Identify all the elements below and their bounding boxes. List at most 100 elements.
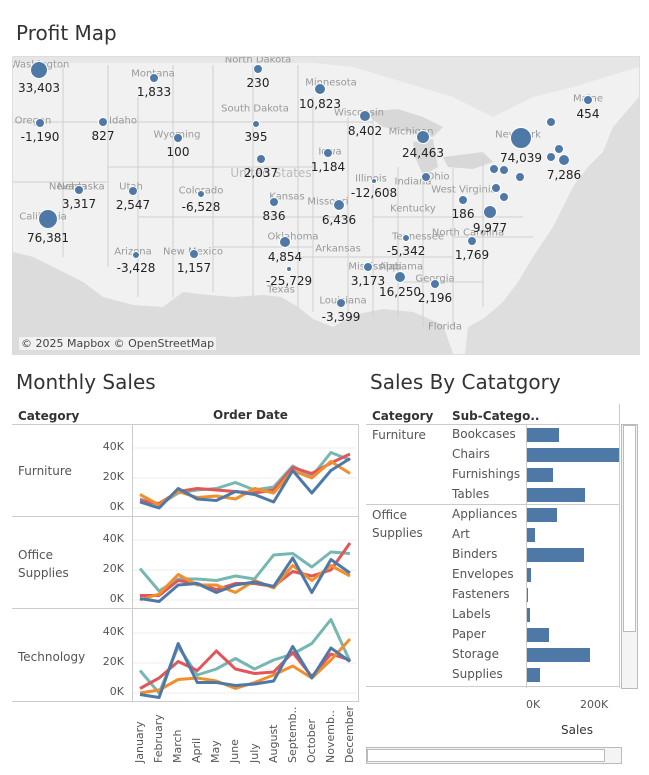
bycat-bar[interactable] (527, 608, 531, 622)
profit-pin[interactable] (359, 110, 371, 122)
profit-pin[interactable] (394, 271, 406, 283)
series-line[interactable] (139, 451, 351, 507)
profit-pin[interactable] (323, 148, 333, 158)
profit-pin[interactable] (546, 117, 556, 127)
bycat-bar[interactable] (527, 428, 560, 442)
bycat-category-label: Furniture (372, 428, 426, 442)
profit-pin[interactable] (421, 172, 431, 182)
bycat-bar[interactable] (527, 548, 585, 562)
y-tick-label: 40K (102, 532, 124, 545)
monthly-category-furniture: Furniture (18, 464, 72, 478)
bycat-bar[interactable] (527, 568, 532, 582)
bycat-bar[interactable] (527, 508, 557, 522)
bycat-bar[interactable] (527, 488, 586, 502)
series-line[interactable] (139, 649, 351, 690)
state-label: North Dakota (224, 56, 292, 66)
profit-pin[interactable] (173, 133, 183, 143)
month-label: Novemb.. (323, 710, 337, 763)
bycat-subcategory-label: Art (452, 527, 470, 541)
bycat-bar[interactable] (527, 468, 553, 482)
bycat-x-tick-0: 0K (526, 698, 541, 711)
profit-pin-label: 454 (576, 107, 600, 121)
profit-pin[interactable] (252, 120, 260, 128)
bycat-group-rule (366, 504, 620, 505)
series-line[interactable] (139, 457, 351, 510)
bycat-vertical-scroll-thumb[interactable] (623, 425, 636, 632)
profit-pin[interactable] (253, 64, 263, 74)
profit-pin-label: 76,381 (27, 231, 69, 245)
profit-pin[interactable] (132, 251, 140, 259)
series-line[interactable] (139, 642, 351, 699)
profit-pin[interactable] (558, 154, 570, 166)
series-line[interactable] (139, 452, 351, 505)
bycat-bar[interactable] (527, 648, 590, 662)
bycat-bar[interactable] (527, 528, 535, 542)
profit-pin[interactable] (279, 236, 291, 248)
bycat-vertical-scrollbar[interactable] (621, 424, 638, 689)
bycat-bar[interactable] (527, 588, 528, 602)
y-tick-label: 0K (109, 685, 124, 698)
profit-pin[interactable] (269, 197, 279, 207)
profit-pin[interactable] (483, 205, 497, 219)
profit-pin-label: 836 (262, 209, 286, 223)
profit-pin[interactable] (416, 130, 430, 144)
profit-pin[interactable] (430, 279, 440, 289)
bycat-subcategory-label: Appliances (452, 507, 518, 521)
profit-pin[interactable] (489, 164, 499, 174)
profit-pin[interactable] (546, 152, 556, 162)
month-label: January (133, 721, 146, 763)
profit-pin[interactable] (314, 83, 326, 95)
profit-pin-label: 33,403 (18, 81, 60, 95)
profit-pin[interactable] (128, 186, 138, 196)
profit-pin[interactable] (499, 165, 509, 175)
series-line[interactable] (138, 618, 352, 695)
profit-pin[interactable] (510, 127, 532, 149)
profit-pin[interactable] (458, 195, 468, 205)
profit-pin[interactable] (583, 95, 593, 105)
profit-pin[interactable] (35, 118, 45, 128)
profit-pin[interactable] (256, 154, 266, 164)
bycat-horizontal-scroll-thumb[interactable] (367, 749, 605, 762)
bycat-subcategory-header[interactable]: Sub-Catego.. (452, 409, 540, 423)
profit-pin-label: 827 (91, 129, 115, 143)
state-label: Nevada (48, 181, 88, 193)
profit-pin[interactable] (499, 192, 509, 202)
state-label: Florida (427, 321, 463, 333)
series-line[interactable] (139, 637, 352, 695)
profit-pin[interactable] (333, 199, 345, 211)
profit-pin[interactable] (515, 172, 525, 182)
profit-pin[interactable] (74, 185, 84, 195)
profit-map[interactable]: WashingtonOregonIdahoMontanaWyomingNorth… (12, 56, 640, 355)
bycat-bar[interactable] (527, 448, 619, 462)
profit-pin[interactable] (491, 183, 501, 193)
profit-pin[interactable] (371, 178, 377, 184)
series-line[interactable] (139, 564, 351, 602)
profit-pin-label: 186 (451, 207, 475, 221)
profit-pin[interactable] (363, 262, 373, 272)
profit-pin[interactable] (467, 236, 477, 246)
series-line[interactable] (138, 550, 351, 593)
series-line[interactable] (140, 542, 352, 597)
series-line[interactable] (139, 556, 351, 603)
profit-pin[interactable] (98, 117, 108, 127)
bycat-right-rule (619, 404, 620, 688)
bycat-bar[interactable] (527, 628, 549, 642)
y-tick-label: 0K (109, 592, 124, 605)
state-label: Mississippi (348, 261, 402, 273)
bycat-bar[interactable] (527, 668, 541, 682)
bycat-horizontal-scrollbar[interactable] (366, 747, 622, 764)
profit-pin[interactable] (30, 61, 48, 79)
profit-pin-label: -1,190 (20, 130, 60, 144)
profit-pin[interactable] (149, 73, 159, 83)
state-label: Oklahoma (267, 231, 319, 243)
profit-pin[interactable] (402, 234, 410, 242)
profit-pin[interactable] (286, 266, 292, 272)
profit-pin[interactable] (197, 190, 205, 198)
profit-pin[interactable] (38, 209, 58, 229)
monthly-row-rule-1 (12, 516, 358, 517)
state-label: Alabama (378, 261, 424, 273)
series-line[interactable] (139, 460, 351, 507)
profit-pin[interactable] (554, 144, 564, 154)
profit-pin[interactable] (336, 298, 346, 308)
profit-pin[interactable] (189, 249, 199, 259)
